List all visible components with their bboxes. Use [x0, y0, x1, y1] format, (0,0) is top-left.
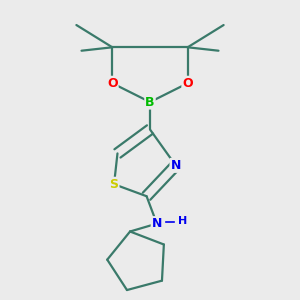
- Text: S: S: [110, 178, 118, 191]
- Text: O: O: [107, 77, 118, 90]
- Text: B: B: [145, 96, 155, 109]
- Text: O: O: [182, 77, 193, 90]
- Text: N: N: [170, 159, 181, 172]
- Text: N: N: [152, 217, 162, 230]
- Text: H: H: [178, 216, 187, 226]
